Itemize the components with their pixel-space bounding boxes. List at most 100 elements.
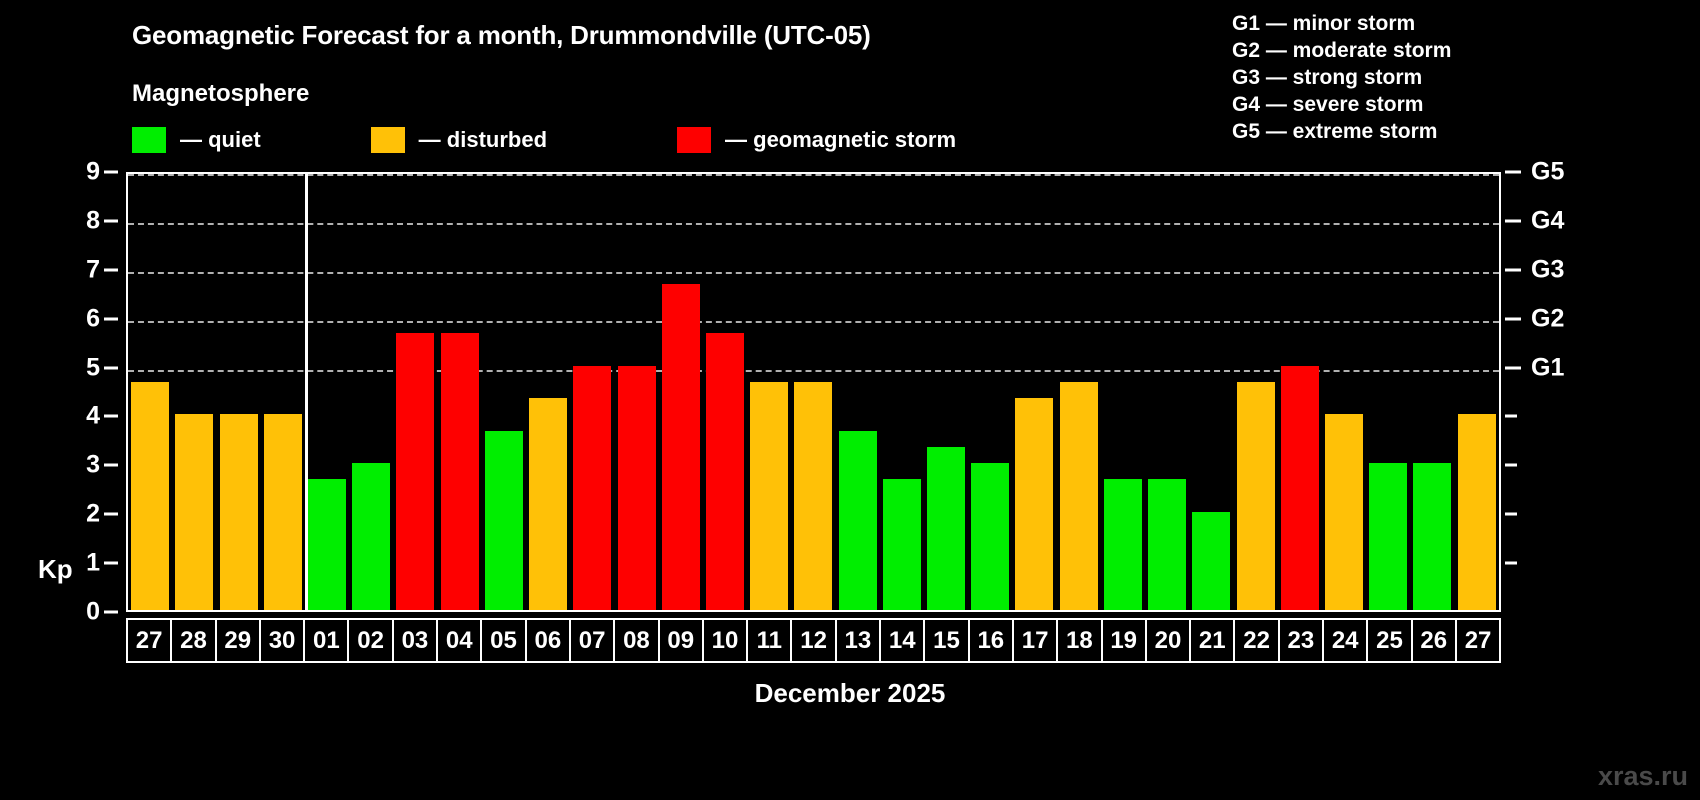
day-label-25[interactable]: 25 [1366,618,1413,663]
g-scale-line-5: G5 — extreme storm [1232,120,1438,143]
day-label-06[interactable]: 06 [524,618,571,663]
bar-day-02[interactable] [352,463,391,610]
bar-day-17[interactable] [1015,398,1054,610]
legend-item-storm: — geomagnetic storm [677,127,956,153]
day-label-05[interactable]: 05 [480,618,527,663]
y-tick-label-1: 1 [86,548,100,577]
day-label-15[interactable]: 15 [923,618,970,663]
day-label-10[interactable]: 10 [701,618,749,663]
day-label-22[interactable]: 22 [1233,618,1280,663]
bar-day-07[interactable] [573,365,612,610]
bar-day-14[interactable] [882,479,921,610]
y-tick-label-2: 2 [86,499,100,528]
day-label-14[interactable]: 14 [879,618,926,663]
bar-slot [1012,174,1056,610]
bar-slot [438,174,482,610]
bar-slot [1057,174,1101,610]
bar-day-15[interactable] [927,447,966,610]
g-tick-mark-G2 [1505,317,1521,321]
g-tick-label-G1: G1 [1531,353,1565,382]
bar-day-29[interactable] [219,414,258,610]
bar-day-23[interactable] [1280,365,1319,610]
bar-day-26[interactable] [1413,463,1452,610]
day-label-07[interactable]: 07 [568,618,616,663]
bar-day-08[interactable] [617,365,656,610]
day-label-27[interactable]: 27 [1454,618,1502,663]
day-label-30[interactable]: 30 [258,618,306,663]
bar-day-03[interactable] [396,332,435,610]
day-label-23[interactable]: 23 [1277,618,1325,663]
x-axis-title: December 2025 [754,678,946,708]
bar-slot [836,174,880,610]
bar-day-05[interactable] [484,430,523,610]
day-label-26[interactable]: 26 [1410,618,1457,663]
day-label-03[interactable]: 03 [391,618,439,663]
y-tick-label-9: 9 [86,157,100,186]
bar-day-22[interactable] [1236,381,1275,610]
day-label-08[interactable]: 08 [613,618,660,663]
y-axis-title: Kp [38,554,73,584]
day-label-12[interactable]: 12 [790,618,837,663]
magnetosphere-label: Magnetosphere [132,80,310,107]
day-label-04[interactable]: 04 [436,618,483,663]
bar-day-04[interactable] [440,332,479,610]
day-label-29[interactable]: 29 [214,618,261,663]
bar-day-20[interactable] [1148,479,1187,610]
bar-day-21[interactable] [1192,512,1231,610]
g-scale-line-1: G1 — minor storm [1232,12,1416,35]
bar-day-25[interactable] [1369,463,1408,610]
bar-slot [128,174,172,610]
bar-day-13[interactable] [838,430,877,610]
bar-day-30[interactable] [263,414,302,610]
bar-day-28[interactable] [175,414,214,610]
y-tick-mark-7 [104,268,118,272]
day-label-19[interactable]: 19 [1100,618,1147,663]
day-label-02[interactable]: 02 [347,618,394,663]
g-minor-tick-4 [1505,414,1517,418]
page-title: Geomagnetic Forecast for a month, Drummo… [132,20,871,50]
bar-slot [570,174,614,610]
plot-area [126,172,1501,612]
bar-day-06[interactable] [529,398,568,610]
bar-day-01[interactable] [307,479,346,610]
legend-label-quiet: — quiet [180,127,261,152]
day-label-09[interactable]: 09 [657,618,704,663]
day-label-27[interactable]: 27 [126,618,173,663]
bar-day-16[interactable] [971,463,1010,610]
bar-slot [791,174,835,610]
bar-slot [261,174,305,610]
bar-slot [482,174,526,610]
day-label-24[interactable]: 24 [1322,618,1369,663]
day-label-01[interactable]: 01 [303,618,350,663]
bar-day-27[interactable] [131,381,170,610]
day-label-13[interactable]: 13 [834,618,882,663]
bar-day-19[interactable] [1103,479,1142,610]
bar-day-11[interactable] [750,381,789,610]
bar-slot [614,174,658,610]
bar-day-12[interactable] [794,381,833,610]
bar-day-24[interactable] [1325,414,1364,610]
bar-day-27[interactable] [1457,414,1496,610]
bar-slot [305,174,349,610]
day-label-16[interactable]: 16 [967,618,1014,663]
bar-day-10[interactable] [705,332,744,610]
bar-slot [1145,174,1189,610]
legend-item-disturbed: — disturbed [370,127,548,153]
legend-label-disturbed: — disturbed [418,127,548,152]
bar-slot [659,174,703,610]
gridline-kp-8 [128,222,1499,225]
day-label-11[interactable]: 11 [746,618,793,663]
bar-slot [703,174,747,610]
day-label-21[interactable]: 21 [1189,618,1236,663]
day-label-17[interactable]: 17 [1011,618,1059,663]
g-tick-mark-G5 [1505,170,1521,174]
day-label-28[interactable]: 28 [170,618,217,663]
day-label-20[interactable]: 20 [1144,618,1192,663]
bar-day-18[interactable] [1059,381,1098,610]
legend-swatch-disturbed [370,127,405,153]
y-tick-mark-4 [104,414,118,418]
y-tick-label-4: 4 [86,401,100,430]
day-label-18[interactable]: 18 [1056,618,1103,663]
bar-day-09[interactable] [661,283,700,610]
